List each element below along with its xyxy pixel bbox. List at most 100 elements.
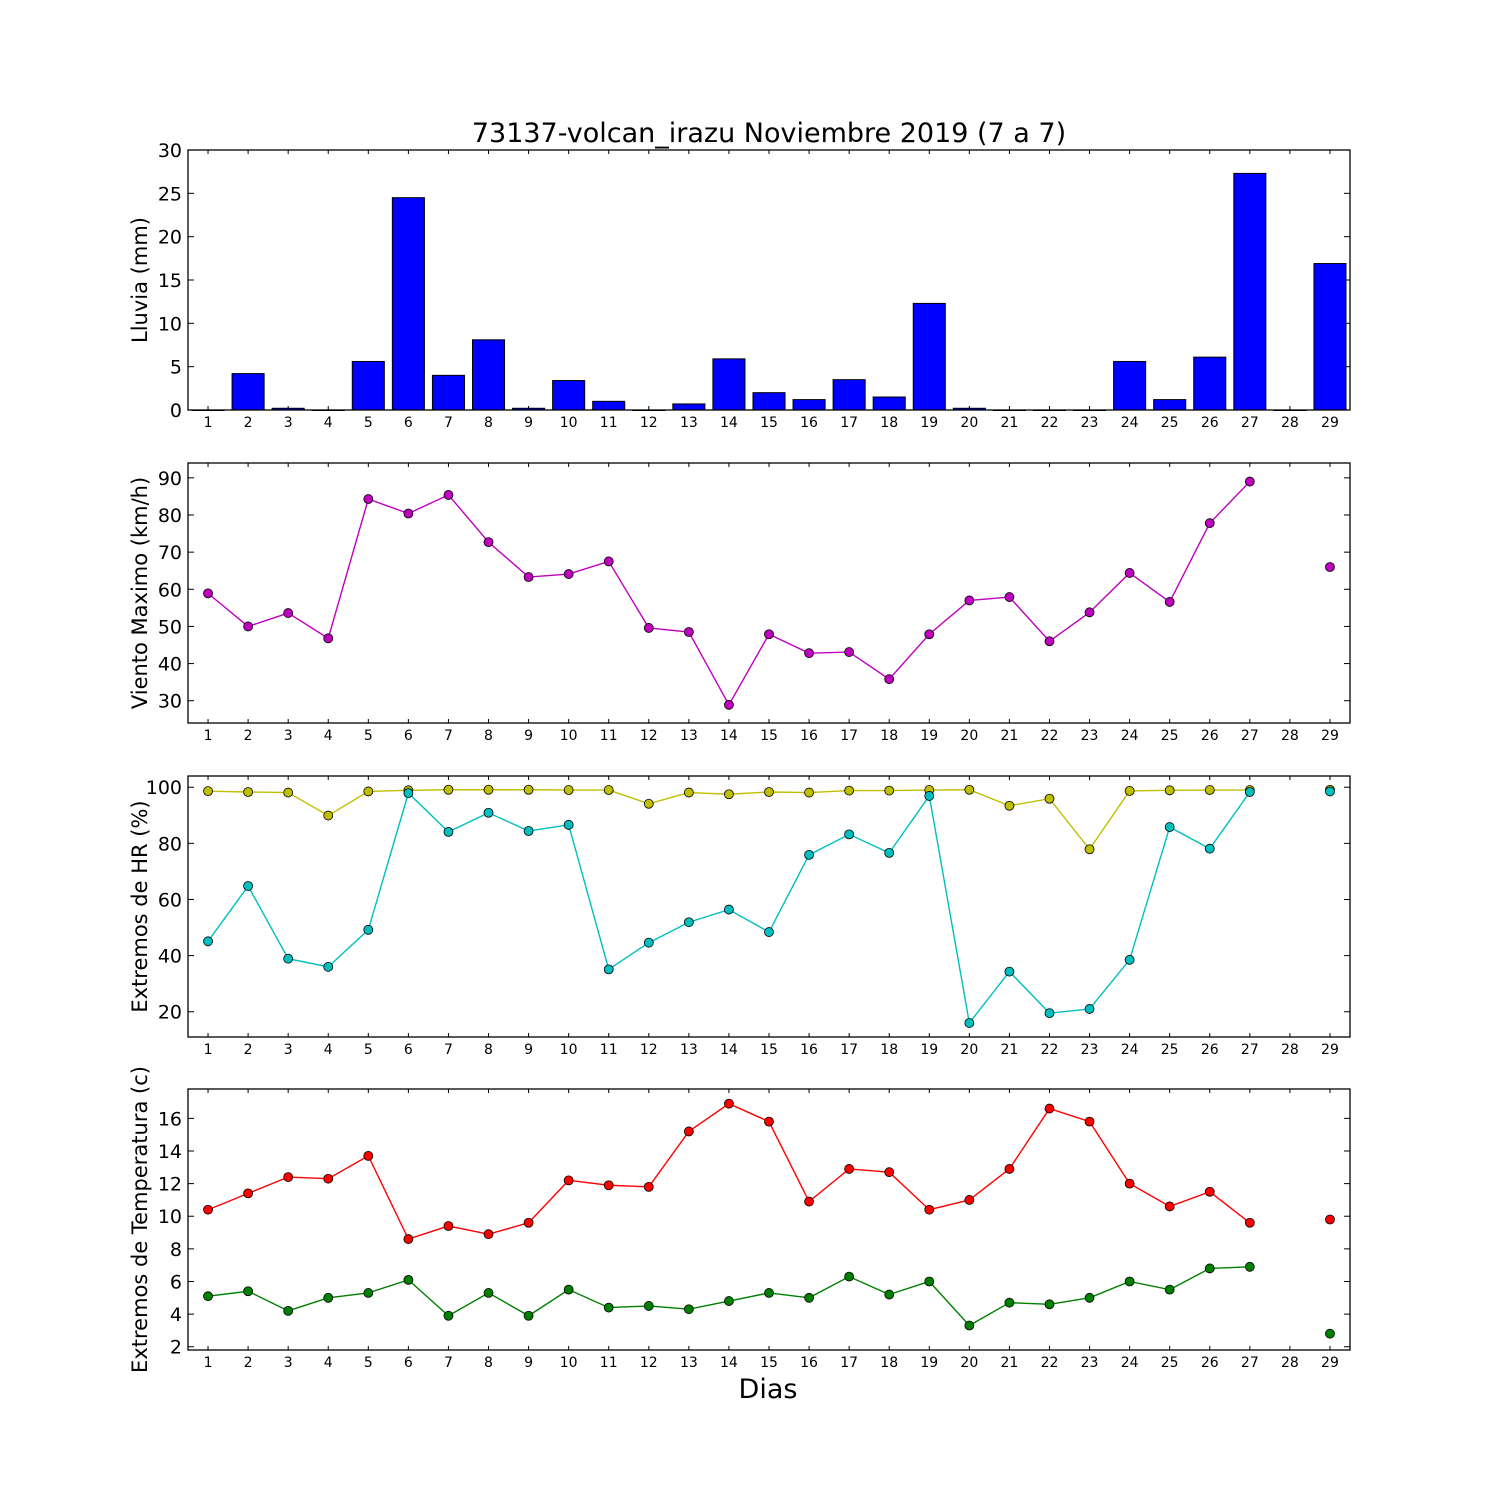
data-point	[1204, 843, 1215, 854]
x-tick-label: 27	[1241, 415, 1259, 431]
data-point	[764, 629, 774, 640]
x-tick-label: 20	[960, 728, 978, 744]
x-tick-label: 25	[1161, 728, 1179, 744]
data-point	[884, 1167, 895, 1178]
x-tick-label: 15	[760, 415, 778, 431]
x-tick-label: 23	[1081, 728, 1099, 744]
data-point	[483, 784, 494, 795]
chart-panel-1: 73137-volcan_irazu Noviembre 2019 (7 a 7…	[128, 118, 1351, 431]
x-tick-label: 1	[204, 1042, 213, 1058]
x-tick-label: 10	[560, 1042, 578, 1058]
x-tick-label: 17	[840, 728, 858, 744]
rain-bar	[712, 358, 746, 411]
data-point	[1084, 607, 1095, 618]
x-tick-label: 8	[484, 1355, 493, 1371]
x-tick-label: 4	[324, 1042, 333, 1058]
plot-frame	[187, 149, 1351, 411]
data-point	[483, 807, 494, 818]
x-tick-label: 4	[324, 415, 333, 431]
x-tick-label: 10	[560, 1355, 578, 1371]
x-tick-label: 12	[640, 1355, 658, 1371]
series-line-2	[208, 791, 1330, 1023]
data-point	[764, 1288, 774, 1298]
data-point	[443, 490, 454, 500]
data-point	[884, 674, 895, 685]
data-point	[1164, 785, 1175, 796]
data-point	[523, 826, 534, 836]
x-tick-label: 25	[1161, 415, 1179, 431]
data-point	[1204, 1186, 1215, 1197]
x-tick-label: 25	[1161, 1042, 1179, 1058]
data-point	[323, 1173, 334, 1184]
y-tick-label: 40	[158, 654, 182, 676]
series-line-2	[208, 1267, 1330, 1334]
x-tick-label: 23	[1081, 415, 1099, 431]
y-tick-label: 4	[170, 1304, 182, 1326]
x-axis-label: Dias	[739, 1374, 798, 1405]
x-tick-label: 11	[600, 1355, 618, 1371]
x-tick-label: 22	[1041, 1042, 1059, 1058]
data-point	[683, 917, 694, 928]
x-tick-label: 11	[600, 728, 618, 744]
data-point	[323, 633, 334, 644]
data-point	[1164, 1201, 1175, 1212]
data-point	[884, 1289, 895, 1300]
y-tick-label: 2	[170, 1337, 182, 1359]
data-point	[804, 1196, 814, 1207]
data-point	[724, 1098, 734, 1109]
x-tick-label: 12	[640, 415, 658, 431]
data-point	[363, 1150, 374, 1161]
data-point	[643, 1181, 654, 1192]
rain-bar	[1193, 356, 1227, 411]
x-tick-label: 1	[204, 728, 213, 744]
y-tick-label: 60	[158, 579, 182, 601]
x-tick-label: 27	[1241, 728, 1259, 744]
data-point	[804, 849, 814, 860]
data-point	[203, 1291, 213, 1302]
data-point	[323, 961, 334, 972]
chart-panel-4: Extremos de Temperatura (c)Dias246810121…	[128, 1066, 1351, 1405]
data-point	[603, 1302, 614, 1313]
x-tick-label: 17	[840, 1042, 858, 1058]
data-point	[1004, 800, 1015, 811]
x-tick-label: 4	[324, 728, 333, 744]
y-axis-label: Viento Maximo (km/h)	[128, 477, 152, 709]
data-point	[1325, 1328, 1335, 1339]
x-tick-label: 12	[640, 728, 658, 744]
y-tick-label: 20	[158, 1002, 182, 1024]
x-tick-label: 14	[720, 728, 738, 744]
data-point	[523, 1217, 534, 1228]
x-tick-label: 18	[880, 728, 898, 744]
rain-bar	[1153, 399, 1187, 411]
rain-bar	[391, 197, 425, 411]
y-tick-label: 100	[146, 777, 182, 799]
x-tick-label: 10	[560, 415, 578, 431]
x-tick-label: 22	[1041, 1355, 1059, 1371]
x-tick-label: 23	[1081, 1355, 1099, 1371]
x-tick-label: 2	[244, 1355, 253, 1371]
x-tick-label: 13	[680, 415, 698, 431]
data-point	[603, 785, 614, 795]
x-tick-label: 12	[640, 1042, 658, 1058]
rain-bar	[552, 380, 586, 411]
data-point	[804, 648, 814, 659]
x-tick-label: 19	[920, 1355, 938, 1371]
data-point	[724, 789, 734, 800]
x-tick-label: 11	[600, 415, 618, 431]
y-axis-label: Extremos de Temperatura (c)	[128, 1066, 152, 1373]
y-tick-label: 80	[158, 833, 182, 855]
x-tick-label: 7	[444, 1355, 453, 1371]
y-tick-label: 0	[170, 400, 182, 422]
x-tick-label: 15	[760, 1042, 778, 1058]
x-tick-label: 21	[1000, 728, 1018, 744]
x-tick-label: 3	[284, 415, 293, 431]
data-point	[323, 1292, 334, 1303]
data-point	[844, 1271, 855, 1282]
data-point	[964, 1195, 975, 1205]
x-tick-label: 19	[920, 415, 938, 431]
data-point	[643, 937, 654, 948]
data-point	[1204, 518, 1215, 529]
data-point	[1325, 786, 1335, 797]
x-tick-label: 16	[800, 415, 818, 431]
y-tick-label: 15	[158, 270, 182, 292]
